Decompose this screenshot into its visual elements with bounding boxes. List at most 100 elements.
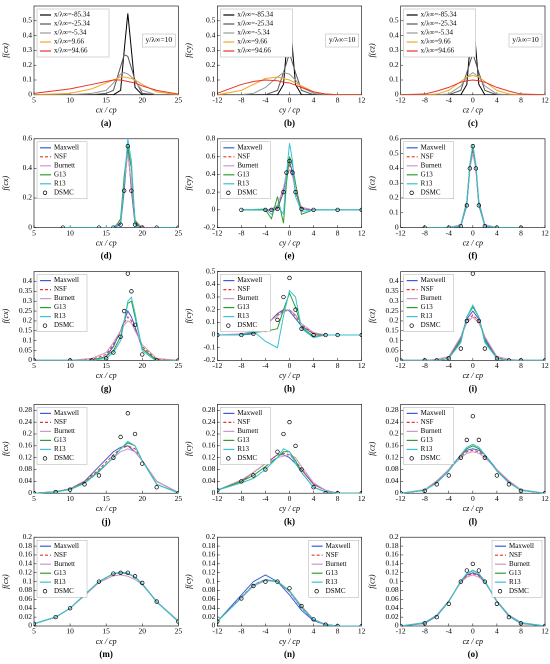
data-point xyxy=(335,207,340,212)
data-point xyxy=(140,580,145,586)
data-point xyxy=(335,491,340,494)
data-point xyxy=(335,332,340,338)
legend-label: x/λ∞=9.66 xyxy=(54,38,85,46)
data-point xyxy=(518,621,524,626)
data-point xyxy=(542,358,545,361)
y-tick-label: 0.05 xyxy=(386,345,399,354)
y-tick-label: 0.05 xyxy=(19,345,32,354)
panel: -12 -8 -4 0 4 8 12 0 0.1 0.2 0.3 0.4 0.5 cy / cp f(cy)… xyxy=(184,5,366,128)
legend-label: Burnett xyxy=(326,560,347,568)
x-tick-label: -4 xyxy=(262,627,268,636)
data-point xyxy=(67,487,73,492)
data-point xyxy=(111,225,116,228)
y-tick-label: 0.5 xyxy=(206,266,216,275)
data-point xyxy=(217,488,220,493)
data-point xyxy=(464,203,469,208)
legend-label: Burnett xyxy=(421,294,442,302)
y-tick-label: 0.6 xyxy=(206,151,216,160)
legend-label: x/λ∞=-85.34 xyxy=(421,11,457,19)
y-tick-label: 0.2 xyxy=(389,193,399,202)
data-point xyxy=(111,571,116,576)
x-tick-label: -12 xyxy=(212,228,222,237)
data-point xyxy=(311,617,316,622)
data-point xyxy=(132,222,138,227)
data-point xyxy=(129,188,134,193)
legend-label: R13 xyxy=(421,312,433,320)
legend-label: Burnett xyxy=(237,294,258,302)
legend-marker xyxy=(42,456,48,461)
legend-marker xyxy=(409,190,414,195)
y-tick-label: 0.08 xyxy=(202,585,215,594)
data-point xyxy=(446,356,451,361)
data-point xyxy=(34,358,37,361)
legend-box xyxy=(403,274,454,332)
y-axis-label: f(cx) xyxy=(1,574,10,589)
data-point xyxy=(287,158,292,164)
data-point xyxy=(464,568,469,573)
legend-label: R13 xyxy=(237,312,249,320)
legend-label: NSF xyxy=(326,551,339,559)
x-tick-label: 12 xyxy=(541,96,549,105)
legend-label: NSF xyxy=(54,551,67,559)
legend-label: NSF xyxy=(421,285,434,293)
y-tick-label: 0 xyxy=(395,621,399,630)
x-axis-label: cy / cp xyxy=(279,238,300,247)
x-tick-label: 12 xyxy=(541,494,549,503)
y-tick-label: 0.15 xyxy=(19,326,32,335)
legend-label: G13 xyxy=(237,303,250,311)
y-tick-label: 0.1 xyxy=(206,75,216,84)
y-tick-label: 0.04 xyxy=(386,476,399,485)
legend-label: G13 xyxy=(509,569,522,577)
data-point xyxy=(96,579,102,584)
data-point xyxy=(446,225,451,228)
data-point xyxy=(542,623,545,627)
y-tick-label: 0.3 xyxy=(23,45,33,54)
legend-label: Maxwell xyxy=(421,276,446,284)
x-tick-label: -12 xyxy=(396,228,406,237)
legend-label: x/λ∞=-85.34 xyxy=(237,11,273,19)
series-line xyxy=(400,75,545,95)
y-tick-label: 0.08 xyxy=(19,464,32,473)
data-point xyxy=(239,332,244,338)
legend-label: G13 xyxy=(326,569,339,577)
x-tick-label: 10 xyxy=(66,627,74,636)
data-point xyxy=(482,346,488,351)
legend-label: x/λ∞=94.66 xyxy=(421,47,455,55)
y-tick-label: 0.2 xyxy=(206,304,216,313)
y-tick-label: 0 xyxy=(395,488,399,497)
data-point xyxy=(494,225,500,228)
y-tick-label: 0.3 xyxy=(389,45,399,54)
y-tick-label: 0.1 xyxy=(23,75,33,84)
legend-marker xyxy=(42,323,48,328)
panel: -12 -8 -4 0 4 8 12 0 0.1 0.2 0.3 0.4 0.5 0.6 cz / cp f(… xyxy=(367,134,549,261)
y-tick-label: 0.18 xyxy=(202,541,215,550)
x-tick-label: 0 xyxy=(288,627,292,636)
data-point xyxy=(104,356,109,361)
y-tick-label: 0 xyxy=(28,355,32,364)
data-point xyxy=(263,207,268,212)
data-point xyxy=(458,223,463,228)
data-point xyxy=(299,467,304,472)
y-tick-label: 0.06 xyxy=(386,594,399,603)
legend-box xyxy=(36,141,88,200)
legend-box xyxy=(36,407,88,465)
x-tick-label: 15 xyxy=(102,627,110,636)
x-tick-label: 10 xyxy=(66,494,74,503)
x-axis-label: cx / cp xyxy=(96,238,117,247)
x-axis-label: cx / cp xyxy=(96,637,117,646)
y-tick-label: 0 xyxy=(212,621,216,630)
series-line xyxy=(400,574,545,627)
y-tick-label: 0.16 xyxy=(19,550,32,559)
x-tick-label: 25 xyxy=(175,96,183,105)
data-point xyxy=(434,482,439,487)
y-tick-label: 0.25 xyxy=(19,306,32,315)
x-tick-label: 25 xyxy=(175,627,183,636)
data-point xyxy=(476,437,481,443)
x-tick-label: 8 xyxy=(336,228,340,237)
y-tick-label: 0.14 xyxy=(19,559,32,568)
x-tick-label: -12 xyxy=(396,494,406,503)
y-tick-label: 0.4 xyxy=(206,279,216,288)
data-point xyxy=(446,601,451,606)
y-tick-label: 0 xyxy=(28,222,32,231)
data-point xyxy=(122,308,127,314)
